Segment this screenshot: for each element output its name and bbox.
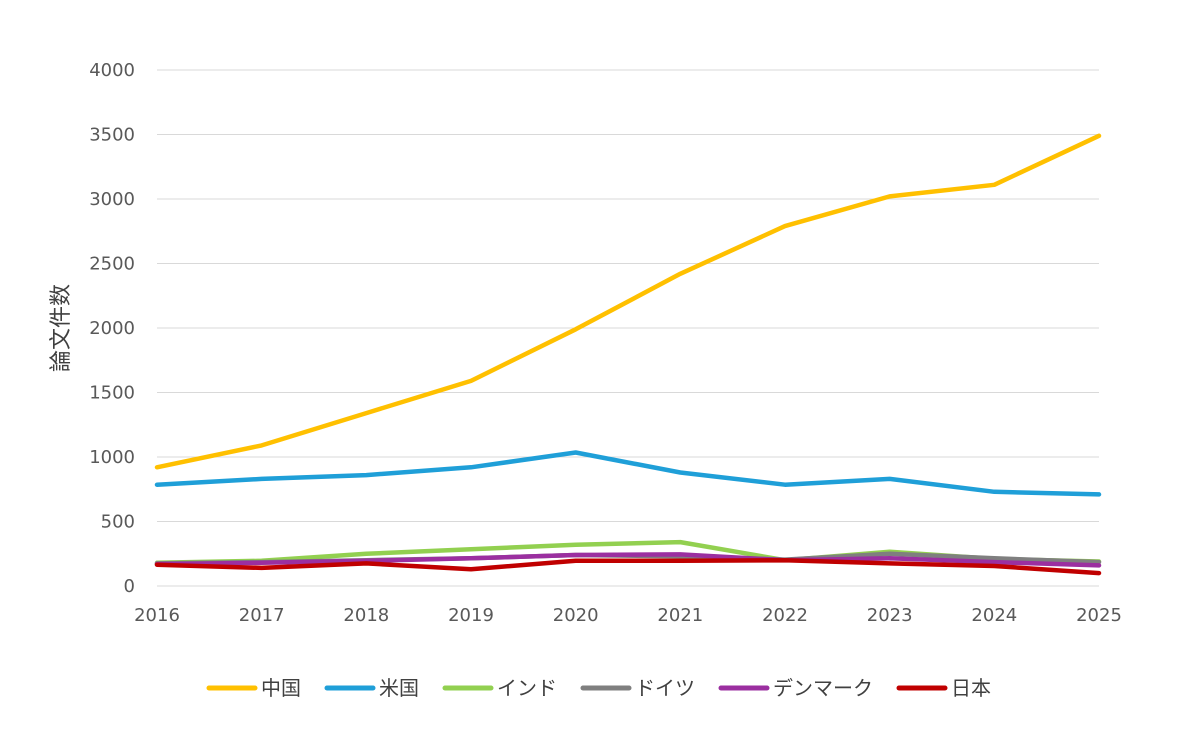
x-tick-label: 2016 [134, 605, 180, 626]
legend-label-3: ドイツ [635, 676, 695, 700]
x-axis-ticks: 2016 2017 2018 2019 2020 2021 2022 2023 2024 2025 [134, 605, 1122, 626]
y-tick-label: 4000 [89, 60, 135, 81]
y-tick-label: 2500 [89, 254, 135, 275]
x-tick-label: 2022 [762, 605, 808, 626]
gridlines [157, 69, 1099, 587]
legend-label-4: デンマーク [773, 676, 873, 700]
y-tick-label: 2000 [89, 318, 135, 339]
series-line-5 [154, 557, 1102, 576]
legend-label-1: 米国 [379, 676, 419, 700]
y-axis-ticks: 0 500 1000 1500 2000 2500 3000 3500 4000 [89, 60, 135, 597]
x-tick-label: 2023 [867, 605, 913, 626]
y-tick-label: 500 [101, 512, 135, 533]
x-tick-label: 2020 [553, 605, 599, 626]
y-tick-label: 1000 [89, 447, 135, 468]
legend-label-5: 日本 [951, 676, 991, 700]
legend: 中国 米国 インド ドイツ デンマーク 日本 [206, 676, 991, 700]
y-tick-label: 3000 [89, 189, 135, 210]
y-tick-label: 3500 [89, 125, 135, 146]
legend-label-0: 中国 [261, 676, 301, 700]
x-tick-label: 2018 [343, 605, 389, 626]
y-axis-title: 論文件数 [49, 284, 74, 372]
series-line-4 [154, 552, 1102, 568]
series-lines [154, 133, 1102, 576]
y-tick-label: 1500 [89, 383, 135, 404]
x-tick-label: 2024 [971, 605, 1017, 626]
series-line-0 [154, 133, 1102, 470]
x-tick-label: 2021 [657, 605, 703, 626]
x-tick-label: 2017 [239, 605, 285, 626]
y-tick-label: 0 [124, 576, 135, 597]
legend-label-2: インド [497, 676, 557, 700]
x-tick-label: 2019 [448, 605, 494, 626]
series-line-1 [154, 450, 1102, 497]
x-tick-label: 2025 [1076, 605, 1122, 626]
